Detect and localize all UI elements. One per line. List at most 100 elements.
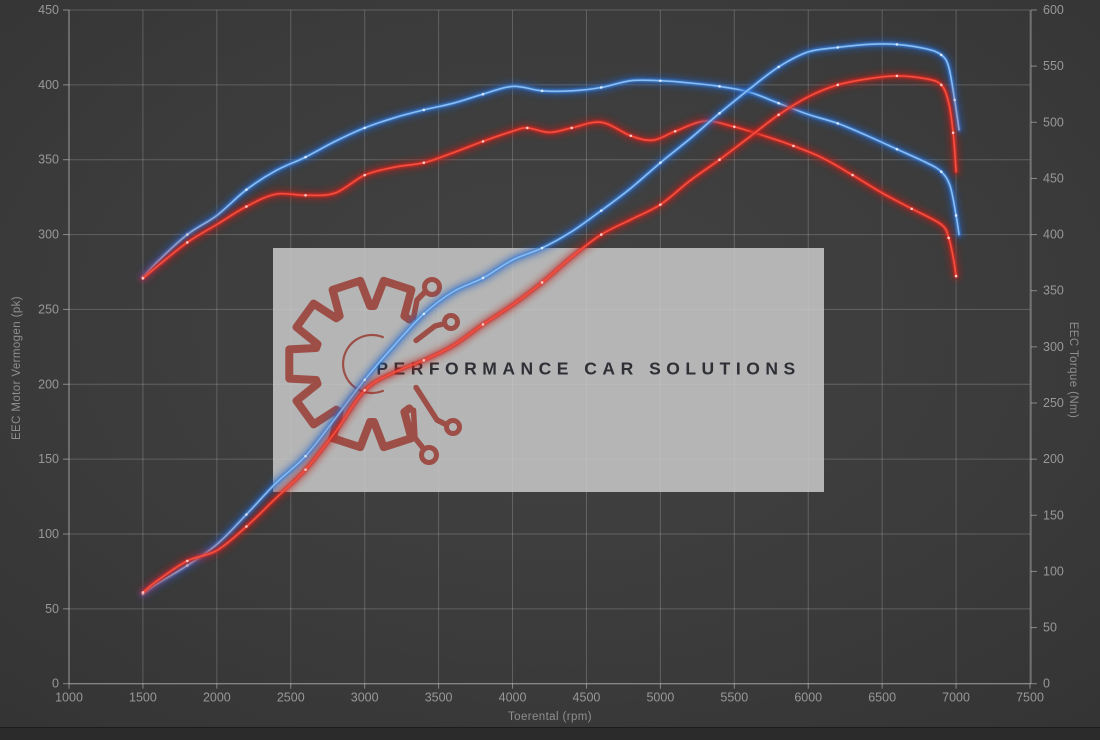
- tick-label-left: 100: [38, 527, 59, 541]
- tick-label-x: 5000: [646, 691, 674, 705]
- series-glow: [138, 116, 961, 283]
- tick-labels: 0501001502002503003504004500501001502002…: [38, 3, 1064, 705]
- marker-dot: [953, 98, 956, 102]
- marker-dot: [540, 246, 544, 250]
- marker-dot: [540, 281, 544, 284]
- bottom-strip: [0, 727, 1100, 740]
- marker-dot: [836, 122, 840, 125]
- marker-dot: [777, 101, 780, 105]
- tick-label-left: 200: [38, 377, 59, 391]
- marker-dot: [910, 207, 914, 211]
- watermark-text: PERFORMANCE CAR SOLUTIONS: [376, 358, 801, 379]
- marker-dot: [718, 158, 721, 162]
- marker-dot: [954, 274, 958, 278]
- marker-dot: [673, 129, 677, 133]
- series-core: [142, 79, 960, 278]
- tick-label-right: 600: [1043, 3, 1064, 17]
- tick-label-left: 250: [38, 302, 59, 316]
- watermark-box: PERFORMANCE CAR SOLUTIONS: [273, 248, 824, 492]
- marker-dot: [733, 125, 736, 129]
- marker-dot: [792, 144, 795, 148]
- marker-dot: [363, 126, 366, 130]
- tick-label-x: 3000: [351, 691, 379, 705]
- tick-label-left: 450: [38, 3, 59, 17]
- tick-label-right: 100: [1043, 564, 1064, 578]
- tick-label-x: 5500: [720, 691, 748, 705]
- series-power-blue: [138, 39, 964, 599]
- x-axis-title: Toerental (rpm): [508, 711, 592, 723]
- tick-label-x: 6500: [868, 691, 896, 705]
- tick-label-x: 1000: [55, 691, 83, 705]
- tick-label-right: 450: [1043, 171, 1064, 185]
- marker-dot: [939, 53, 943, 57]
- marker-dot: [836, 46, 840, 49]
- marker-dot: [629, 134, 633, 138]
- tick-label-x: 4000: [499, 691, 527, 705]
- marker-dot: [141, 591, 145, 594]
- gear-outline: [285, 276, 416, 452]
- series-power-red: [138, 71, 961, 597]
- circuit-node: [442, 313, 460, 331]
- tick-label-left: 150: [38, 452, 59, 466]
- circuit-trace: [410, 289, 428, 321]
- tick-label-right: 350: [1043, 284, 1064, 298]
- marker-dot: [526, 126, 529, 130]
- tick-label-right: 50: [1043, 621, 1057, 635]
- tick-label-right: 550: [1043, 59, 1064, 73]
- marker-dot: [141, 277, 145, 280]
- marker-dot: [954, 214, 958, 217]
- logo-gear: [285, 276, 462, 465]
- marker-dot: [951, 131, 955, 135]
- tick-label-x: 3500: [425, 691, 453, 705]
- marker-dot: [895, 147, 899, 151]
- circuit-node: [444, 418, 462, 436]
- y-axis-title-right: EEC Torque (Nm): [1067, 321, 1079, 419]
- series-torque-blue: [138, 75, 964, 282]
- marker-dot: [363, 388, 366, 392]
- tick-label-x: 6000: [794, 691, 822, 705]
- series-core: [142, 75, 957, 594]
- marker-dot: [363, 378, 366, 382]
- tick-label-x: 1500: [129, 691, 157, 705]
- marker-dot: [481, 92, 485, 96]
- circuit-trace: [413, 384, 448, 427]
- marker-dot: [939, 170, 943, 173]
- marker-dot: [245, 188, 248, 191]
- circuit-node: [419, 445, 439, 465]
- marker-dot: [481, 276, 485, 280]
- marker-dot: [185, 241, 189, 244]
- tick-label-left: 300: [38, 228, 59, 242]
- marker-dot: [659, 203, 662, 206]
- marker-dot: [599, 209, 603, 212]
- marker-dot: [422, 108, 426, 112]
- marker-dot: [947, 236, 950, 240]
- tick-label-x: 4500: [573, 691, 601, 705]
- marker-dot: [304, 454, 307, 458]
- tick-label-right: 250: [1043, 396, 1064, 410]
- tick-label-x: 2500: [277, 691, 305, 705]
- marker-dot: [895, 74, 899, 78]
- tick-label-left: 50: [45, 602, 59, 616]
- marker-dot: [659, 79, 662, 83]
- marker-dot: [304, 468, 307, 471]
- tick-label-right: 200: [1043, 452, 1064, 466]
- tick-label-right: 300: [1043, 340, 1064, 354]
- marker-dot: [481, 323, 485, 326]
- marker-dot: [570, 126, 573, 130]
- marker-dot: [245, 513, 248, 516]
- marker-dot: [422, 359, 426, 362]
- tick-label-right: 400: [1043, 228, 1064, 242]
- marker-dot: [185, 559, 189, 563]
- gear-circuit-logo-icon: [285, 276, 462, 465]
- series-markers: [141, 125, 958, 280]
- marker-dot: [599, 233, 603, 236]
- series-torque-red: [138, 116, 961, 283]
- series-glow: [138, 71, 961, 597]
- circuit-trace: [413, 321, 446, 344]
- tick-label-x: 7000: [942, 691, 970, 705]
- marker-dot: [185, 233, 189, 236]
- tick-label-left: 400: [38, 78, 59, 92]
- marker-dot: [718, 85, 721, 88]
